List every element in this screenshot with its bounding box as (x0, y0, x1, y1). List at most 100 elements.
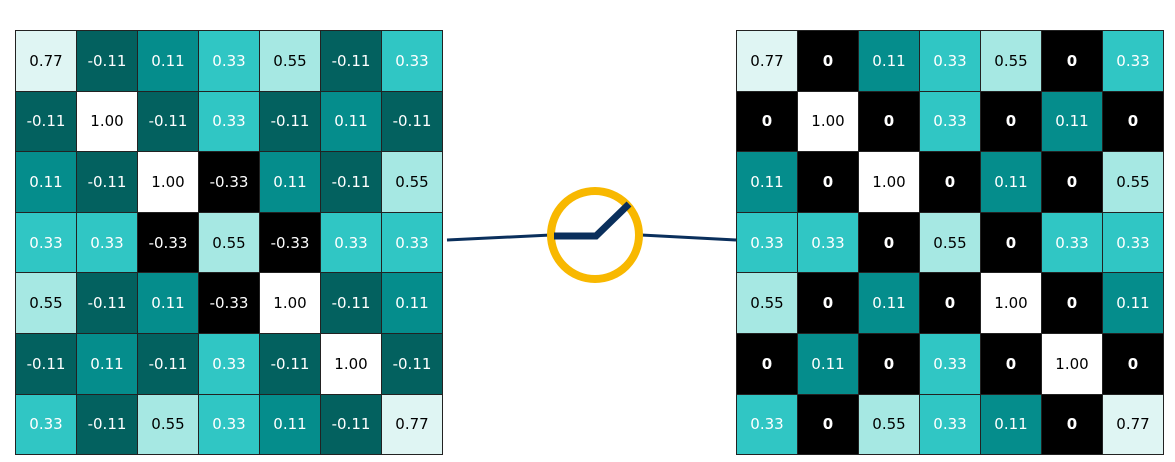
matrix-cell: 1.00 (1042, 333, 1103, 395)
matrix-cell: 0.33 (77, 212, 138, 274)
matrix-cell: 0.55 (737, 273, 798, 334)
matrix-cell: 1.00 (77, 91, 138, 153)
input-connector-line (446, 233, 552, 242)
matrix-cell: 0 (737, 91, 798, 153)
matrix-cell: 0.11 (321, 91, 382, 153)
matrix-cell: 0.33 (199, 91, 260, 153)
matrix-cell: 0.55 (260, 31, 321, 92)
matrix-cell: 1.00 (138, 152, 199, 213)
matrix-cell: 0.11 (981, 394, 1042, 456)
matrix-cell: -0.33 (260, 212, 321, 274)
matrix-cell: 0.33 (382, 212, 443, 274)
matrix-cell: 0 (920, 273, 981, 334)
matrix-cell: 0.33 (199, 31, 260, 92)
matrix-cell: -0.11 (321, 152, 382, 213)
matrix-cell: 0.33 (737, 212, 798, 274)
matrix-cell: -0.11 (382, 333, 443, 395)
matrix-cell: 0.33 (1042, 212, 1103, 274)
matrix-cell: 0 (859, 212, 920, 274)
matrix-cell: 0 (1042, 394, 1103, 456)
matrix-cell: -0.11 (321, 31, 382, 92)
matrix-cell: 0.77 (1103, 394, 1164, 456)
matrix-cell: 0.33 (199, 333, 260, 395)
matrix-cell: 0 (859, 333, 920, 395)
matrix-cell: 0.11 (138, 273, 199, 334)
matrix-cell: 1.00 (321, 333, 382, 395)
matrix-cell: 0.11 (798, 333, 859, 395)
matrix-cell: 0.55 (1103, 152, 1164, 213)
matrix-cell: 0.11 (382, 273, 443, 334)
matrix-cell: 0 (1042, 152, 1103, 213)
matrix-cell: 0.11 (16, 152, 77, 213)
matrix-cell: 0 (798, 273, 859, 334)
matrix-cell: 0.33 (920, 333, 981, 395)
relu-circle (547, 187, 643, 283)
matrix-cell: 0.55 (981, 31, 1042, 92)
matrix-cell: 0.55 (382, 152, 443, 213)
matrix-cell: 0.11 (859, 31, 920, 92)
matrix-cell: 0 (1042, 273, 1103, 334)
matrix-cell: -0.11 (138, 333, 199, 395)
matrix-cell: 0 (981, 212, 1042, 274)
matrix-cell: 0 (981, 333, 1042, 395)
matrix-cell: 0.55 (138, 394, 199, 456)
relu-function-icon (554, 201, 632, 240)
matrix-cell: -0.11 (260, 333, 321, 395)
matrix-cell: 0.55 (16, 273, 77, 334)
matrix-cell: 0.11 (981, 152, 1042, 213)
matrix-cell: 0 (1103, 91, 1164, 153)
matrix-cell: 0.55 (920, 212, 981, 274)
matrix-cell: -0.33 (138, 212, 199, 274)
matrix-cell: 0.11 (260, 394, 321, 456)
matrix-cell: -0.11 (382, 91, 443, 153)
matrix-cell: 0.11 (138, 31, 199, 92)
matrix-cell: 0 (859, 91, 920, 153)
matrix-cell: -0.11 (77, 31, 138, 92)
matrix-cell: 1.00 (260, 273, 321, 334)
matrix-cell: -0.11 (138, 91, 199, 153)
matrix-cell: 0.77 (16, 31, 77, 92)
matrix-cell: -0.11 (321, 273, 382, 334)
matrix-cell: -0.11 (16, 91, 77, 153)
matrix-cell: 0.11 (260, 152, 321, 213)
output-connector-line (640, 233, 737, 242)
matrix-cell: -0.33 (199, 152, 260, 213)
matrix-cell: 0.33 (737, 394, 798, 456)
matrix-cell: -0.11 (77, 152, 138, 213)
matrix-cell: 0 (798, 152, 859, 213)
matrix-cell: 0 (798, 31, 859, 92)
matrix-cell: 0.33 (321, 212, 382, 274)
matrix-cell: 0.33 (16, 212, 77, 274)
matrix-cell: 1.00 (798, 91, 859, 153)
matrix-cell: 0.11 (77, 333, 138, 395)
relu-output-feature-map: 0.77 0 0.11 0.33 0.55 0 0.33 0 1.00 0 0.33 0 0.11 0 0.… (736, 30, 1164, 456)
matrix-cell: 0.55 (859, 394, 920, 456)
matrix-cell: 0.33 (1103, 212, 1164, 274)
matrix-cell: 0 (920, 152, 981, 213)
matrix-cell: 0.77 (382, 394, 443, 456)
matrix-cell: -0.11 (260, 91, 321, 153)
input-feature-map: 0.77 -0.11 0.11 0.33 0.55 -0.11 0.33 -0.11 1.00-… (15, 30, 443, 456)
matrix-cell: 0.33 (16, 394, 77, 456)
matrix-cell: 0.55 (199, 212, 260, 274)
matrix-cell: 0.33 (920, 31, 981, 92)
matrix-cell: 1.00 (859, 152, 920, 213)
matrix-cell: 0.11 (1042, 91, 1103, 153)
matrix-cell: 0.33 (920, 91, 981, 153)
matrix-cell: 0.33 (199, 394, 260, 456)
matrix-cell: 0 (737, 333, 798, 395)
matrix-cell: -0.33 (199, 273, 260, 334)
matrix-cell: 0.33 (382, 31, 443, 92)
matrix-cell: 0.11 (737, 152, 798, 213)
matrix-cell: 1.00 (981, 273, 1042, 334)
matrix-cell: -0.11 (77, 394, 138, 456)
matrix-cell: 0.33 (798, 212, 859, 274)
matrix-cell: -0.11 (77, 273, 138, 334)
matrix-cell: 0 (798, 394, 859, 456)
matrix-cell: 0.11 (859, 273, 920, 334)
matrix-cell: -0.11 (16, 333, 77, 395)
matrix-cell: 0 (981, 91, 1042, 153)
matrix-cell: 0.33 (1103, 31, 1164, 92)
matrix-cell: -0.11 (321, 394, 382, 456)
